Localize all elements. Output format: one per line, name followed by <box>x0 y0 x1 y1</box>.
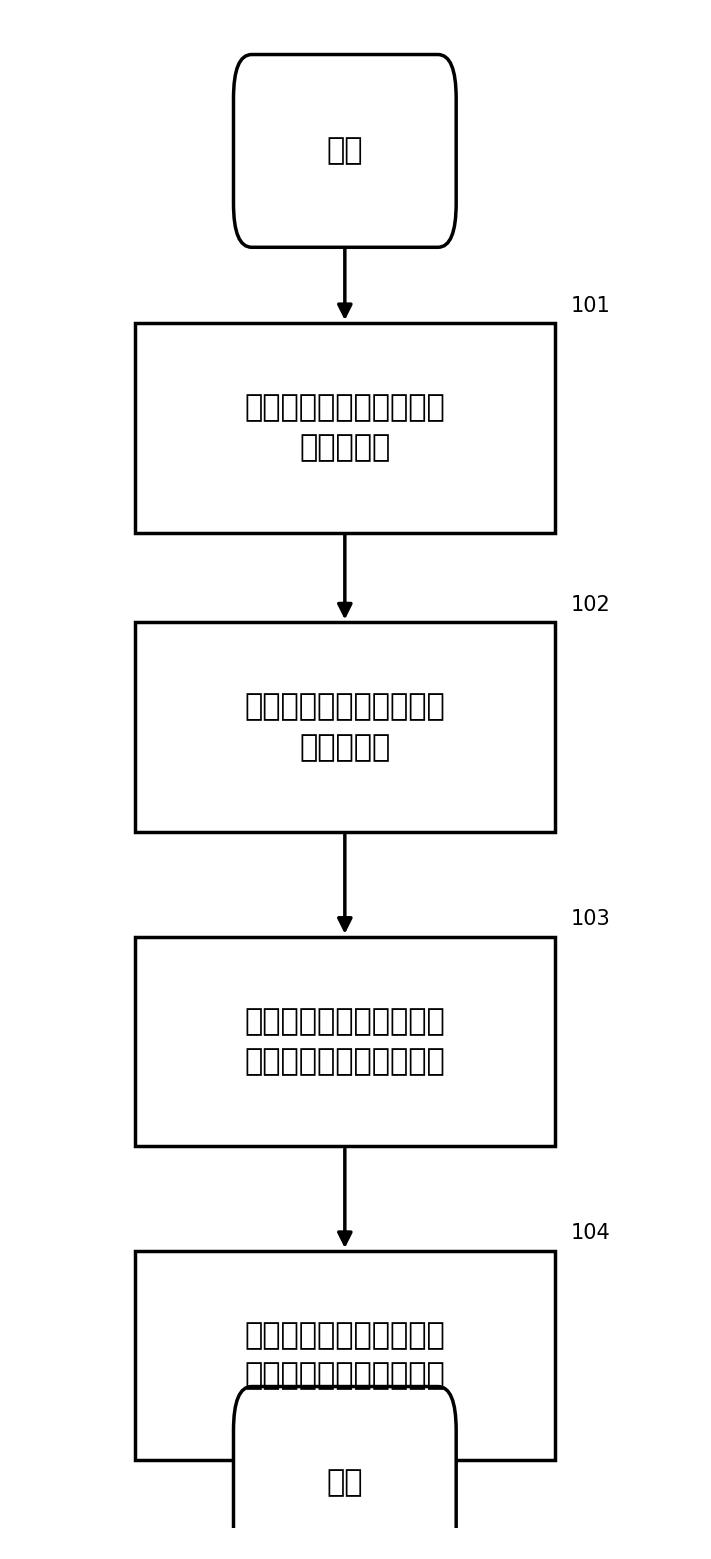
Text: 104: 104 <box>571 1224 610 1244</box>
Text: 开始: 开始 <box>326 136 363 165</box>
Text: 结束: 结束 <box>326 1469 363 1498</box>
Text: 102: 102 <box>571 596 610 614</box>
Bar <box>134 323 555 533</box>
Text: 对机器人本体的第三关节
轴、第五关节轴进行调零: 对机器人本体的第三关节 轴、第五关节轴进行调零 <box>245 1007 445 1076</box>
Bar <box>134 937 555 1146</box>
Text: 对机器人本体的第四关节
轴、第六关节轴进行调零: 对机器人本体的第四关节 轴、第六关节轴进行调零 <box>245 1320 445 1391</box>
FancyBboxPatch shape <box>233 1386 456 1559</box>
Bar <box>134 1250 555 1461</box>
Text: 对机器人本体的第一关节
轴进行调零: 对机器人本体的第一关节 轴进行调零 <box>245 393 445 463</box>
Text: 对机器人本人的第二关节
轴进行调零: 对机器人本人的第二关节 轴进行调零 <box>245 692 445 762</box>
Text: 101: 101 <box>571 296 610 315</box>
Bar <box>134 622 555 833</box>
Text: 103: 103 <box>571 909 610 929</box>
FancyBboxPatch shape <box>233 55 456 248</box>
